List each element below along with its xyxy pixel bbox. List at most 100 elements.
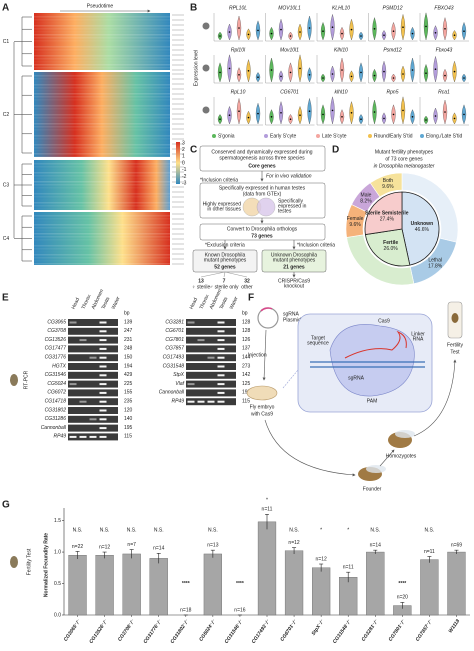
venn xyxy=(256,197,276,217)
median xyxy=(308,27,311,29)
gel-band xyxy=(99,391,107,394)
label: Test xyxy=(450,349,460,355)
heatmap-block xyxy=(34,72,170,157)
median xyxy=(360,35,362,37)
median xyxy=(373,111,376,113)
fly-icon xyxy=(10,556,18,568)
heatmap-row xyxy=(34,245,170,247)
panel-label: E xyxy=(2,293,9,304)
n-label: n=20 xyxy=(397,595,408,601)
slice-value: 46.6% xyxy=(415,227,430,233)
median xyxy=(331,26,334,29)
gel-strip xyxy=(68,345,118,353)
gene-name: CG6701 xyxy=(280,89,299,95)
gel-strip xyxy=(68,336,118,344)
label: 52 genes xyxy=(214,264,236,270)
gene-name: CG13526 xyxy=(45,337,67,343)
axis-label: Pseudotime xyxy=(87,3,114,9)
median xyxy=(402,73,404,75)
heatmap-row xyxy=(34,172,170,174)
cluster-label: C2 xyxy=(3,112,10,118)
label: mutant phenotypes xyxy=(273,257,316,263)
heatmap-row xyxy=(34,75,170,77)
x-tick-label: CG7857⁻/⁻ xyxy=(415,618,435,642)
gel-band xyxy=(99,321,107,324)
median xyxy=(228,114,231,116)
band-size: 128 xyxy=(242,319,251,325)
heatmap-row xyxy=(34,187,170,189)
band-size: 273 xyxy=(242,363,251,369)
label: RNA xyxy=(413,336,424,342)
gene-name: CG31546 xyxy=(45,372,67,378)
heatmap-row xyxy=(34,31,170,33)
heatmap-row xyxy=(34,233,170,235)
gene-name: CG3065 xyxy=(47,319,66,325)
slice-value: 9.6% xyxy=(382,184,394,190)
heatmap-row xyxy=(34,205,170,207)
median xyxy=(453,34,456,36)
heatmap-row xyxy=(34,135,170,137)
line xyxy=(223,271,226,278)
heatmap-row xyxy=(34,202,170,204)
bar xyxy=(312,567,331,616)
significance: * xyxy=(347,527,349,533)
median xyxy=(383,117,385,120)
median xyxy=(322,77,324,79)
band-size: 115 xyxy=(124,434,132,440)
colorbar-tick: -1 xyxy=(182,167,187,173)
gel-band xyxy=(197,339,205,342)
bar xyxy=(420,559,439,616)
axis-label: Expression level xyxy=(193,50,199,86)
median xyxy=(350,112,353,114)
embryo xyxy=(246,385,278,401)
slice-value: 26.0% xyxy=(384,246,399,252)
band-size: 195 xyxy=(242,390,251,396)
heatmap-row xyxy=(34,96,170,98)
significance: **** xyxy=(236,581,244,587)
gene-name: PSMD12 xyxy=(382,5,402,11)
gene-name: KLHL10 xyxy=(332,5,350,11)
x-tick-label: CG31546⁻/⁻ xyxy=(224,618,245,645)
gel-strip xyxy=(186,327,236,335)
gel-band xyxy=(217,383,225,386)
species-icon xyxy=(202,106,210,114)
bar xyxy=(447,551,466,616)
band-size: 139 xyxy=(124,319,133,325)
box xyxy=(199,145,326,172)
heatmap-row xyxy=(34,218,170,220)
gel-strip xyxy=(186,345,236,353)
gel-band xyxy=(99,409,107,412)
fly-icon xyxy=(451,313,459,323)
median xyxy=(299,67,301,70)
chart-title: of 73 core genes xyxy=(385,156,423,162)
gel-band xyxy=(217,400,225,403)
slice-label: Sterile Semisterile xyxy=(365,210,409,216)
median xyxy=(392,30,395,32)
arrow xyxy=(264,419,356,477)
legend-swatch xyxy=(212,134,216,138)
heatmap-row xyxy=(34,105,170,107)
panel-label: G xyxy=(2,500,10,511)
gel-strip xyxy=(68,380,118,388)
heatmap-row xyxy=(34,37,170,39)
panel-label: B xyxy=(190,3,197,14)
gel-band xyxy=(217,339,225,342)
gel-band xyxy=(207,400,215,403)
median xyxy=(257,29,259,32)
median xyxy=(463,77,465,79)
lane-label: Testis xyxy=(101,296,112,311)
label: PAM xyxy=(367,398,377,404)
label: Conserved and dynamically expressed duri… xyxy=(211,149,312,155)
gel-strip xyxy=(186,371,236,379)
colorbar-tick: 0 xyxy=(182,160,185,166)
gel-band xyxy=(217,391,225,394)
median xyxy=(280,112,282,114)
band-size: 247 xyxy=(124,328,133,334)
heatmap-row xyxy=(34,181,170,183)
gel-strip xyxy=(186,336,236,344)
gel-band xyxy=(99,383,107,386)
heatmap-row xyxy=(34,67,170,69)
plasmid-insert xyxy=(260,307,273,312)
heatmap-row xyxy=(34,144,170,146)
gene-name: CG6701 xyxy=(165,328,184,334)
